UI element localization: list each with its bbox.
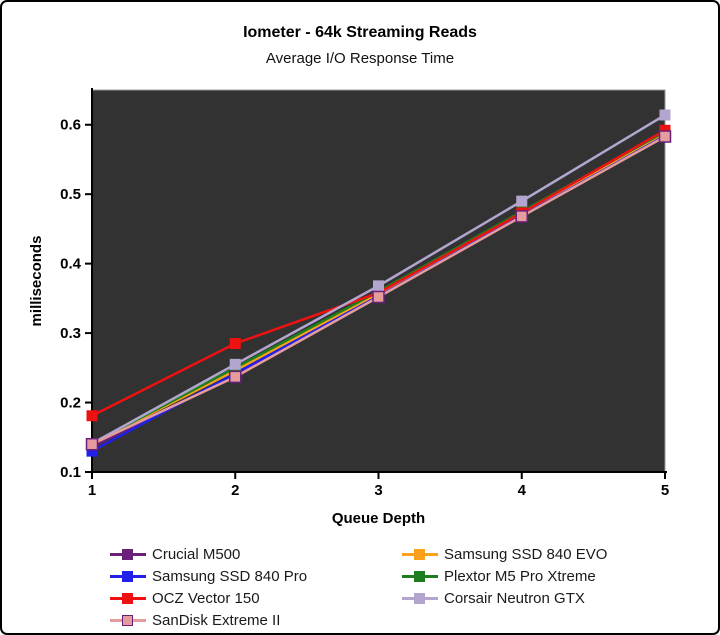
series-marker: [658, 130, 672, 143]
legend-item: Samsung SSD 840 EVO: [402, 546, 694, 563]
legend-label: Samsung SSD 840 EVO: [444, 545, 608, 563]
legend-swatch-icon: [110, 592, 146, 604]
legend-square-icon: [122, 592, 133, 604]
y-tick-label: 0.2: [60, 395, 81, 412]
legend-swatch-icon: [110, 548, 146, 560]
y-tick-label: 0.6: [60, 117, 81, 134]
x-tick-label: 2: [231, 482, 239, 499]
legend-square-icon: [414, 592, 425, 604]
series-marker: [373, 280, 384, 292]
series-marker: [229, 338, 241, 350]
series-marker: [659, 109, 671, 121]
legend-item: Crucial M500: [110, 546, 402, 563]
legend-item: Plextor M5 Pro Xtreme: [402, 568, 694, 585]
series-marker: [659, 124, 671, 136]
legend-square-icon: [122, 614, 133, 626]
legend-swatch-icon: [110, 570, 146, 582]
x-tick-label: 3: [374, 482, 382, 499]
legend-item: SanDisk Extreme II: [110, 612, 402, 629]
x-axis-label: Queue Depth: [331, 510, 426, 527]
legend-item: Corsair Neutron GTX: [402, 590, 694, 607]
legend-label: Samsung SSD 840 Pro: [152, 567, 308, 585]
series-marker: [86, 410, 98, 422]
legend-item: Samsung SSD 840 Pro: [110, 568, 402, 585]
legend-square-icon: [122, 548, 133, 560]
chart-plot: 0.1 0.2 0.3 0.4 0.5 0.6 1 2 3 4 5: [60, 88, 672, 499]
legend-swatch-icon: [402, 570, 438, 582]
y-tick-label: 0.3: [60, 325, 81, 342]
legend-label: Corsair Neutron GTX: [444, 589, 585, 607]
legend-item: OCZ Vector 150: [110, 590, 402, 607]
series-marker: [515, 210, 528, 223]
legend-swatch-icon: [110, 614, 146, 626]
legend-square-icon: [414, 548, 425, 560]
series-marker: [86, 445, 98, 457]
legend-square-icon: [414, 570, 425, 582]
legend-label: Plextor M5 Pro Xtreme: [444, 567, 596, 585]
series-marker: [372, 290, 385, 304]
y-tick-label: 0.5: [60, 186, 81, 203]
x-tick-label: 1: [88, 482, 96, 499]
chart-title: Iometer - 64k Streaming Reads: [243, 24, 477, 41]
series-marker: [516, 195, 528, 207]
legend-label: OCZ Vector 150: [152, 589, 260, 607]
chart-subtitle: Average I/O Response Time: [265, 50, 455, 67]
legend-label: SanDisk Extreme II: [152, 611, 281, 629]
series-marker: [229, 358, 241, 370]
legend-square-icon: [122, 570, 133, 582]
series-marker: [229, 370, 242, 384]
y-tick-label: 0.1: [60, 464, 81, 481]
chart-legend: Crucial M500 Samsung SSD 840 EVO Samsung S…: [110, 543, 694, 631]
y-tick-label: 0.4: [60, 256, 82, 273]
y-axis-label: milliseconds: [28, 235, 45, 327]
legend-label: Crucial M500: [152, 545, 241, 563]
legend-swatch-icon: [402, 592, 438, 604]
x-tick-label: 4: [518, 482, 527, 499]
series-marker: [85, 437, 99, 451]
legend-swatch-icon: [402, 548, 438, 560]
x-tick-label: 5: [661, 482, 669, 499]
